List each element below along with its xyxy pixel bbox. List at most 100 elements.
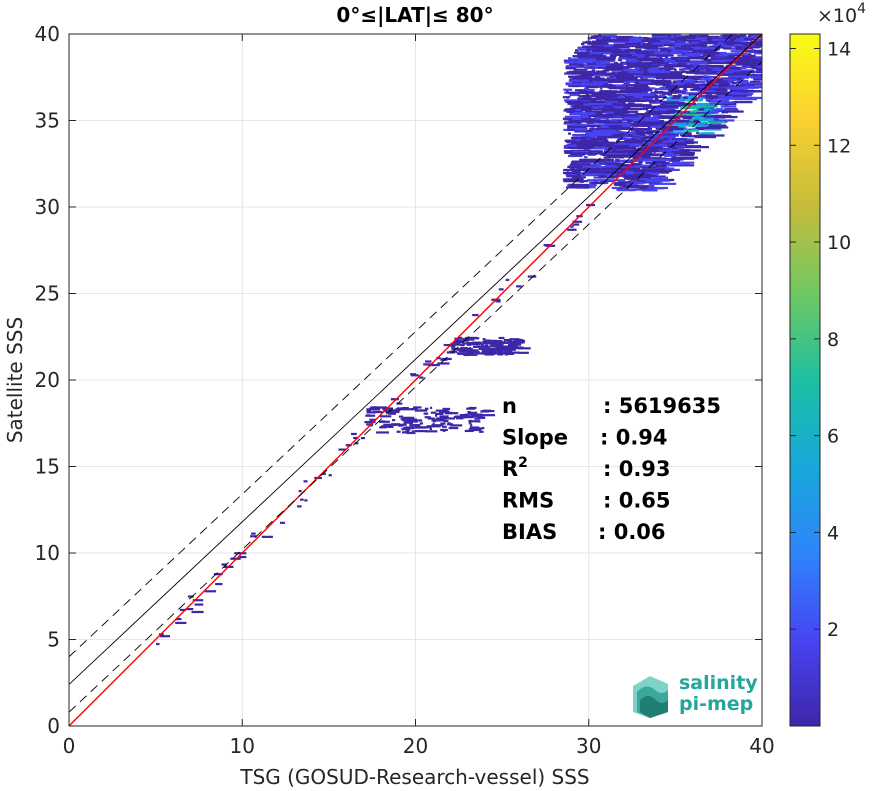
density-cell (598, 93, 625, 96)
density-cell (582, 45, 605, 48)
density-cell (649, 100, 657, 103)
density-cell (680, 97, 683, 100)
density-cell (584, 81, 612, 84)
density-cell (620, 167, 641, 170)
density-cell (663, 50, 680, 54)
density-cell (753, 52, 762, 55)
density-cell (464, 429, 474, 433)
density-cell (690, 44, 708, 47)
density-cell (687, 124, 706, 127)
density-cell (684, 127, 688, 130)
density-cell (759, 74, 762, 77)
density-cell (484, 344, 489, 347)
density-cell (322, 472, 326, 475)
density-cell (670, 56, 688, 60)
density-cell (213, 573, 223, 576)
density-cell (601, 85, 616, 88)
density-cell (468, 420, 480, 423)
density-cell (680, 133, 692, 137)
density-cell (613, 41, 639, 44)
density-cell (696, 131, 700, 135)
density-cell (479, 430, 484, 433)
density-cell (722, 110, 744, 113)
density-cell (467, 341, 476, 345)
density-cell (697, 71, 718, 74)
density-cell (676, 153, 681, 156)
density-cell (509, 338, 520, 341)
colorbar (789, 33, 821, 727)
density-cell (704, 111, 719, 114)
density-cell (480, 343, 484, 347)
density-cell (608, 80, 624, 83)
density-cell (724, 94, 748, 97)
density-cell (578, 91, 585, 94)
density-cell (634, 63, 652, 66)
colorbar-multiplier: ×104 (817, 1, 866, 27)
density-cell (648, 182, 677, 185)
density-cell (250, 535, 257, 538)
density-cell (592, 129, 617, 133)
density-cell (442, 425, 447, 428)
density-cell (251, 532, 256, 535)
density-cell (662, 101, 685, 105)
density-cell (664, 158, 684, 161)
density-cell (620, 55, 638, 58)
density-cell (403, 421, 412, 424)
density-cell (617, 74, 632, 77)
density-cell (599, 174, 607, 177)
density-cell (410, 408, 418, 411)
density-cell (605, 152, 627, 156)
density-cell (504, 350, 511, 353)
density-cell (675, 35, 681, 38)
density-cell (664, 69, 671, 72)
density-cell (620, 114, 638, 117)
density-cell (436, 412, 444, 416)
y-tick-label: 10 (35, 541, 60, 565)
density-cell (587, 109, 592, 112)
density-cell (750, 76, 762, 79)
density-cell (383, 423, 397, 426)
density-cell (694, 47, 716, 50)
density-cell (473, 413, 483, 416)
density-cell (467, 410, 471, 414)
density-cell (481, 410, 495, 413)
density-cell (624, 155, 649, 158)
density-cell (682, 116, 692, 120)
density-cell (459, 414, 467, 417)
density-cell (604, 135, 626, 138)
density-cell (727, 71, 755, 74)
density-cell (568, 95, 571, 98)
density-cell (402, 416, 415, 419)
density-cell (629, 60, 642, 64)
density-cell (638, 161, 643, 164)
density-cell (424, 416, 431, 419)
density-cell (403, 426, 408, 429)
density-cell (742, 90, 762, 93)
y-axis-label: Satellite SSS (3, 317, 27, 443)
density-cell (579, 158, 595, 161)
density-cell (670, 83, 693, 86)
density-cell (611, 84, 626, 87)
density-cell (507, 349, 513, 352)
density-cell (611, 186, 623, 190)
density-cell (698, 41, 703, 44)
density-cell (612, 149, 616, 152)
density-cell (573, 68, 588, 71)
density-cell (402, 419, 417, 422)
density-cell (605, 66, 631, 69)
density-cell (573, 126, 581, 129)
density-cell (580, 173, 605, 176)
stat-value-4: : 0.06 (598, 520, 666, 544)
density-cell (571, 170, 581, 173)
density-cell (328, 474, 332, 477)
density-cell (584, 100, 606, 104)
density-cell (669, 52, 673, 55)
density-cell (744, 37, 755, 41)
colorbar-tick-label: 6 (827, 426, 839, 448)
density-cell (474, 417, 481, 420)
density-cell (685, 85, 692, 88)
density-cell (719, 35, 724, 38)
density-cell (670, 35, 674, 39)
density-cell (597, 37, 603, 40)
density-cell (414, 430, 428, 433)
